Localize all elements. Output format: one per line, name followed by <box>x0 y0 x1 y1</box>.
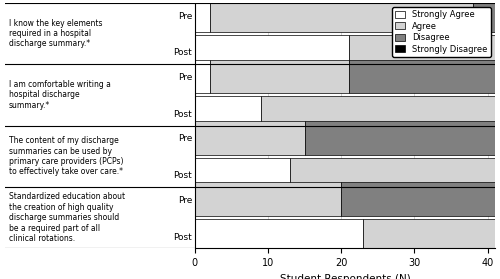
Bar <box>261 97 500 130</box>
Bar <box>195 121 304 155</box>
Bar <box>195 0 210 32</box>
Bar <box>210 0 473 32</box>
Bar <box>290 158 500 191</box>
Bar <box>342 182 500 216</box>
Bar <box>195 97 261 130</box>
Bar <box>195 219 363 253</box>
Text: Standardized education about
the creation of high quality
discharge summaries sh: Standardized education about the creatio… <box>9 192 125 243</box>
Bar <box>195 182 342 216</box>
Text: I know the key elements
required in a hospital
discharge summary.*: I know the key elements required in a ho… <box>9 19 102 48</box>
Bar <box>195 35 348 69</box>
Bar <box>210 60 348 93</box>
Bar <box>195 60 210 93</box>
Bar <box>348 35 500 69</box>
Bar <box>363 219 500 253</box>
Bar <box>304 121 500 155</box>
Bar <box>348 60 500 93</box>
Bar <box>195 158 290 191</box>
X-axis label: Student Respondents (N): Student Respondents (N) <box>280 274 410 279</box>
Text: The content of my discharge
summaries can be used by
primary care providers (PCP: The content of my discharge summaries ca… <box>9 136 124 176</box>
Bar <box>473 0 500 32</box>
Legend: Strongly Agree, Agree, Disagree, Strongly Disagree: Strongly Agree, Agree, Disagree, Strongl… <box>392 7 491 57</box>
Text: I am comfortable writing a
hospital discharge
summary.*: I am comfortable writing a hospital disc… <box>9 80 110 110</box>
